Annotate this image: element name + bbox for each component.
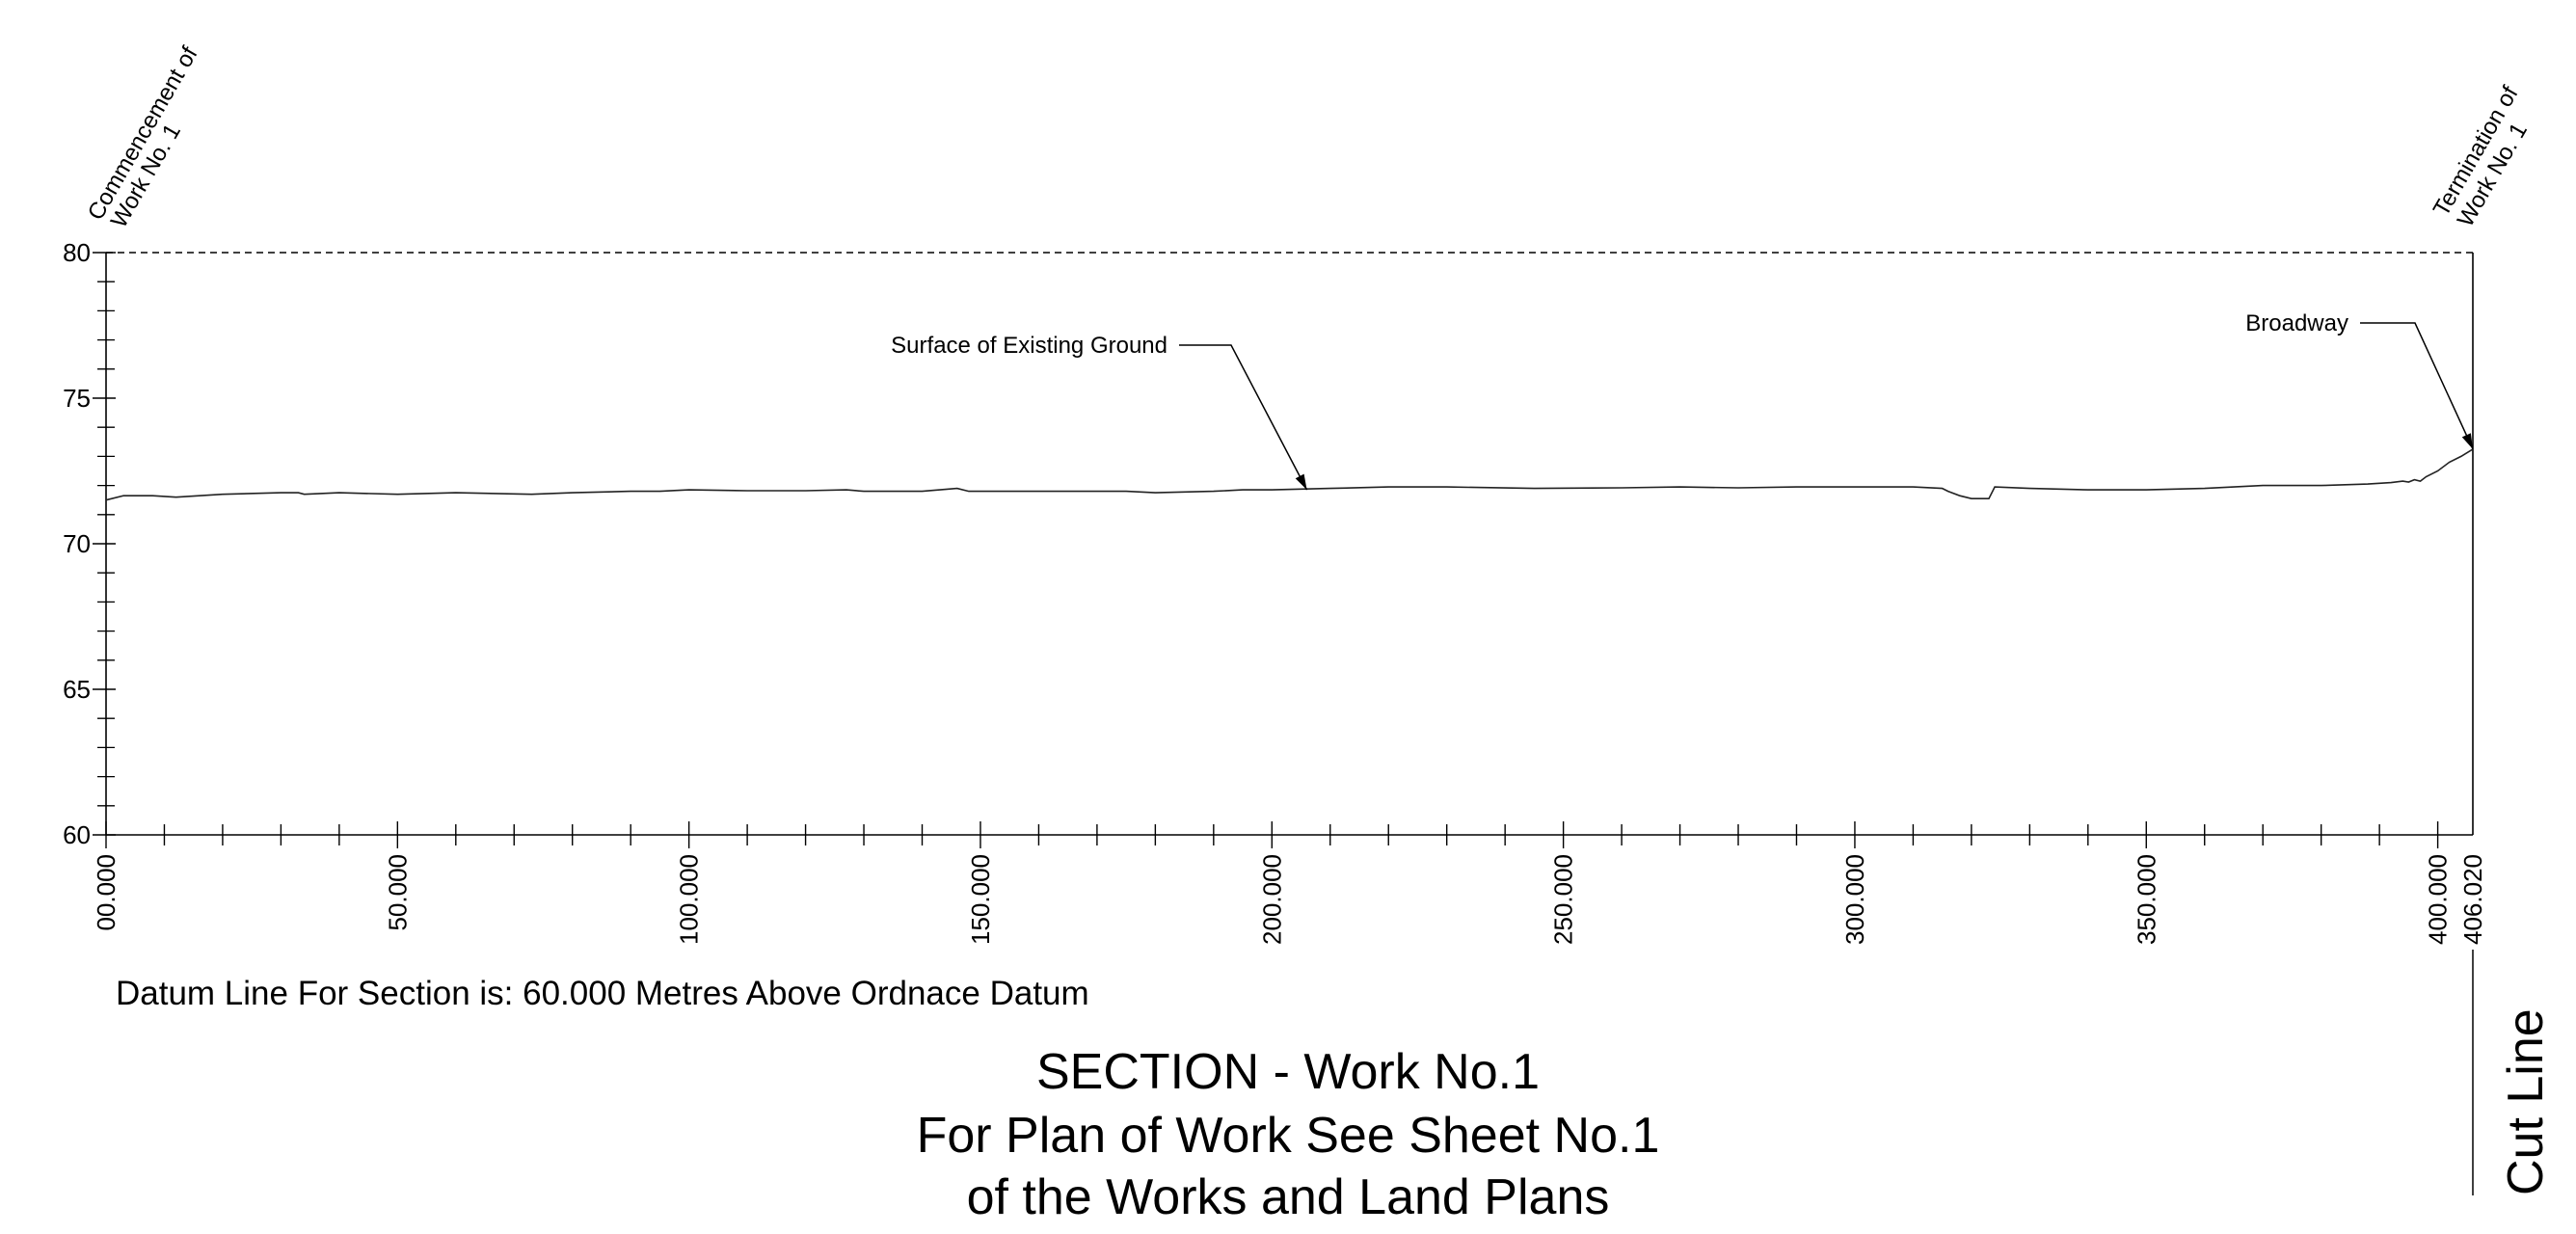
y-tick-label: 60 [63,820,91,849]
ground-profile-line [105,448,2474,501]
section-subtitle-2: of the Works and Land Plans [966,1169,1610,1225]
x-tick-label: 150.000 [966,854,995,945]
section-subtitle: For Plan of Work See Sheet No.1 [916,1108,1660,1164]
broadway-annotation-arrowhead [2461,433,2473,449]
x-tick-label: 300.000 [1840,854,1869,945]
y-tick-label: 70 [63,529,91,558]
x-tick-label: 200.000 [1257,854,1286,945]
y-tick-label: 80 [63,238,91,267]
x-tick-label: 50.000 [383,854,412,931]
y-axis: 60 65 70 75 80 [63,238,116,849]
x-tick-label: 250.000 [1549,854,1578,945]
x-tick-label: 400.000 [2424,854,2453,945]
annotations: Surface of Existing Ground Broadway [891,310,2474,491]
surface-annotation-leader [1179,344,1308,491]
plot-frame [105,252,2474,836]
surface-annotation-arrowhead [1295,473,1307,491]
x-axis: 00.000 50.000 100.000 150.000 200.000 250.000… [92,821,2487,945]
x-end-tick-label: 406.020 [2458,854,2487,945]
surface-annotation-label: Surface of Existing Ground [891,333,1167,359]
cut-line-label: Cut Line [2498,1008,2554,1195]
datum-note: Datum Line For Section is: 60.000 Metres… [116,975,1089,1012]
broadway-annotation-label: Broadway [2245,310,2348,336]
x-tick-label: 00.000 [92,854,121,931]
y-tick-label: 65 [63,675,91,704]
x-tick-label: 100.000 [675,854,704,945]
x-tick-label: 350.000 [2132,854,2160,945]
section-title: SECTION - Work No.1 [1035,1044,1540,1100]
broadway-annotation-leader [2360,322,2474,450]
y-tick-label: 75 [63,384,91,413]
